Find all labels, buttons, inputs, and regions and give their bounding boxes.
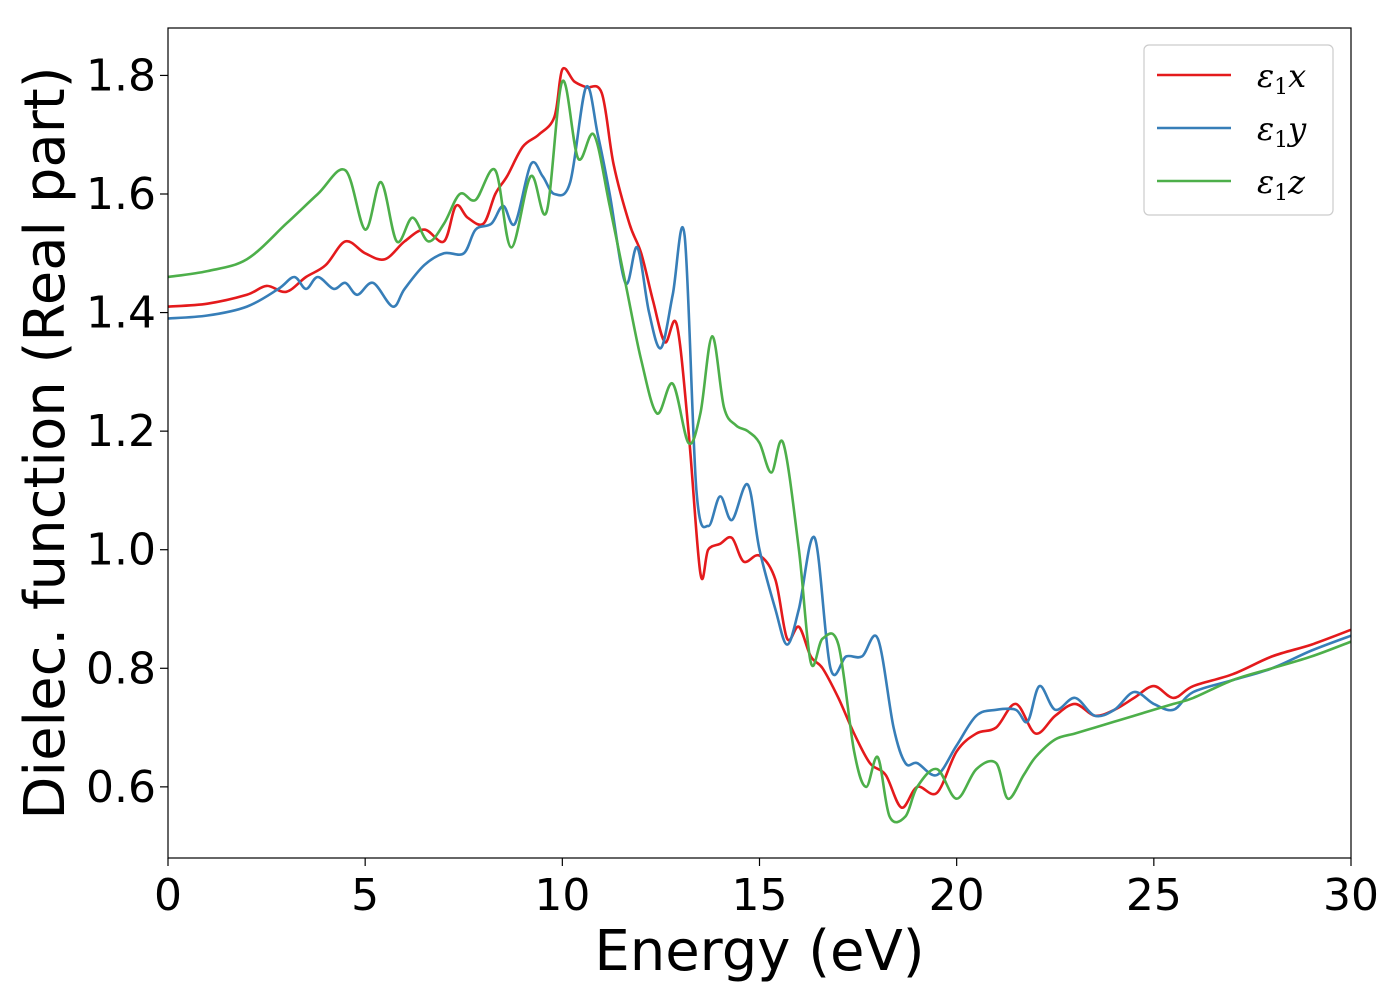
legend-box <box>1143 44 1334 216</box>
y-tick-label: 0.6 <box>86 762 156 813</box>
series-layer <box>167 66 1352 824</box>
y-tick-label: 1.6 <box>86 169 156 220</box>
x-tick-label: 30 <box>1323 870 1379 921</box>
x-tick-label: 15 <box>732 870 788 921</box>
y-tick-label: 1.4 <box>86 288 156 339</box>
x-tick-label: 20 <box>929 870 985 921</box>
y-tick-label: 1.0 <box>86 525 156 576</box>
legend: ε1x ε1y ε1z <box>1143 44 1334 216</box>
x-tick-label: 5 <box>351 870 379 921</box>
x-tick-label: 0 <box>154 870 182 921</box>
legend-label-y: ε1y <box>1257 110 1307 153</box>
series-line-x <box>167 66 1352 809</box>
y-axis-ticks: 0.6 0.8 1.0 1.2 1.4 1.6 1.8 <box>86 50 168 813</box>
legend-label-z: ε1z <box>1257 163 1306 206</box>
y-axis-label: Dielec. function (Real part) <box>13 66 78 819</box>
series-line-z <box>167 79 1352 824</box>
series-line-y <box>167 84 1352 777</box>
y-tick-label: 1.8 <box>86 50 156 101</box>
x-tick-label: 25 <box>1126 870 1182 921</box>
legend-label-x: ε1x <box>1257 57 1306 100</box>
x-axis-ticks: 0 5 10 15 20 25 30 <box>154 858 1379 921</box>
y-tick-label: 1.2 <box>86 406 156 457</box>
x-tick-label: 10 <box>534 870 590 921</box>
x-axis-label: Energy (eV) <box>594 919 924 984</box>
y-tick-label: 0.8 <box>86 643 156 694</box>
